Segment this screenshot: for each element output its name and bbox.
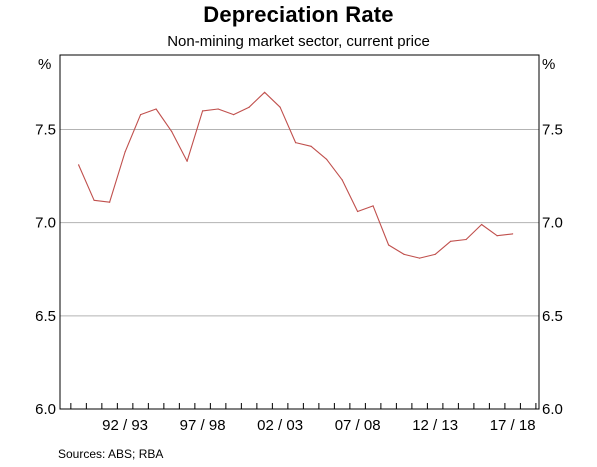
y-tick-label-right: 6.5 (542, 308, 563, 325)
y-tick-label-left: 7.5 (35, 122, 56, 139)
data-point (248, 106, 250, 108)
data-point (78, 164, 80, 166)
y-tick-label-left: 6.5 (35, 308, 56, 325)
y-tick-label-left: 7.0 (35, 215, 56, 232)
right-unit-label: % (542, 56, 555, 73)
chart-title: Depreciation Rate (203, 2, 394, 27)
data-point (388, 244, 390, 246)
data-point (310, 145, 312, 147)
source-note: Sources: ABS; RBA (58, 447, 164, 461)
data-point (450, 240, 452, 242)
data-point (419, 257, 421, 259)
x-axis-labels: 92 / 93 97 / 98 02 / 03 07 / 08 12 / 13 17 / … (102, 417, 535, 434)
data-point (109, 201, 111, 203)
x-tick-label: 12 / 13 (412, 417, 458, 434)
data-point (326, 158, 328, 160)
data-point (279, 106, 281, 108)
x-tick-label: 97 / 98 (180, 417, 226, 434)
y-tick-label-left: 6.0 (35, 401, 56, 418)
data-point (217, 108, 219, 110)
data-point (341, 179, 343, 181)
plot-area-frame (59, 54, 540, 410)
data-point (481, 223, 483, 226)
gridlines (60, 129, 539, 317)
data-point (171, 130, 173, 132)
x-tick-label: 07 / 08 (335, 417, 381, 434)
y-axis-labels: 6.0 6.0 6.5 6.5 7.0 7.0 7.5 7.5 (35, 122, 563, 418)
y-tick-label-right: 6.0 (542, 401, 563, 418)
y-tick-label-right: 7.0 (542, 215, 563, 232)
data-point (403, 253, 405, 255)
data-point (124, 151, 126, 153)
data-point (465, 238, 467, 241)
data-point (264, 91, 266, 93)
left-unit-label: % (38, 56, 51, 73)
data-point (496, 235, 498, 237)
x-tick-label: 92 / 93 (102, 417, 148, 434)
data-point (233, 114, 235, 116)
data-point (155, 108, 157, 110)
data-point (434, 253, 436, 255)
data-point (372, 205, 374, 207)
x-tick-label: 02 / 03 (257, 417, 303, 434)
x-axis-ticks (70, 403, 537, 409)
data-point (357, 210, 359, 213)
y-tick-label-right: 7.5 (542, 122, 563, 139)
data-point (140, 114, 142, 116)
data-point (93, 199, 95, 201)
data-point (186, 160, 188, 162)
data-point (295, 142, 297, 144)
chart-subtitle: Non-mining market sector, current price (167, 33, 430, 50)
data-point (202, 110, 204, 112)
series-layer (78, 91, 514, 259)
data-point (511, 233, 514, 235)
x-tick-label: 17 / 18 (490, 417, 536, 434)
series-line-0 (78, 91, 513, 259)
